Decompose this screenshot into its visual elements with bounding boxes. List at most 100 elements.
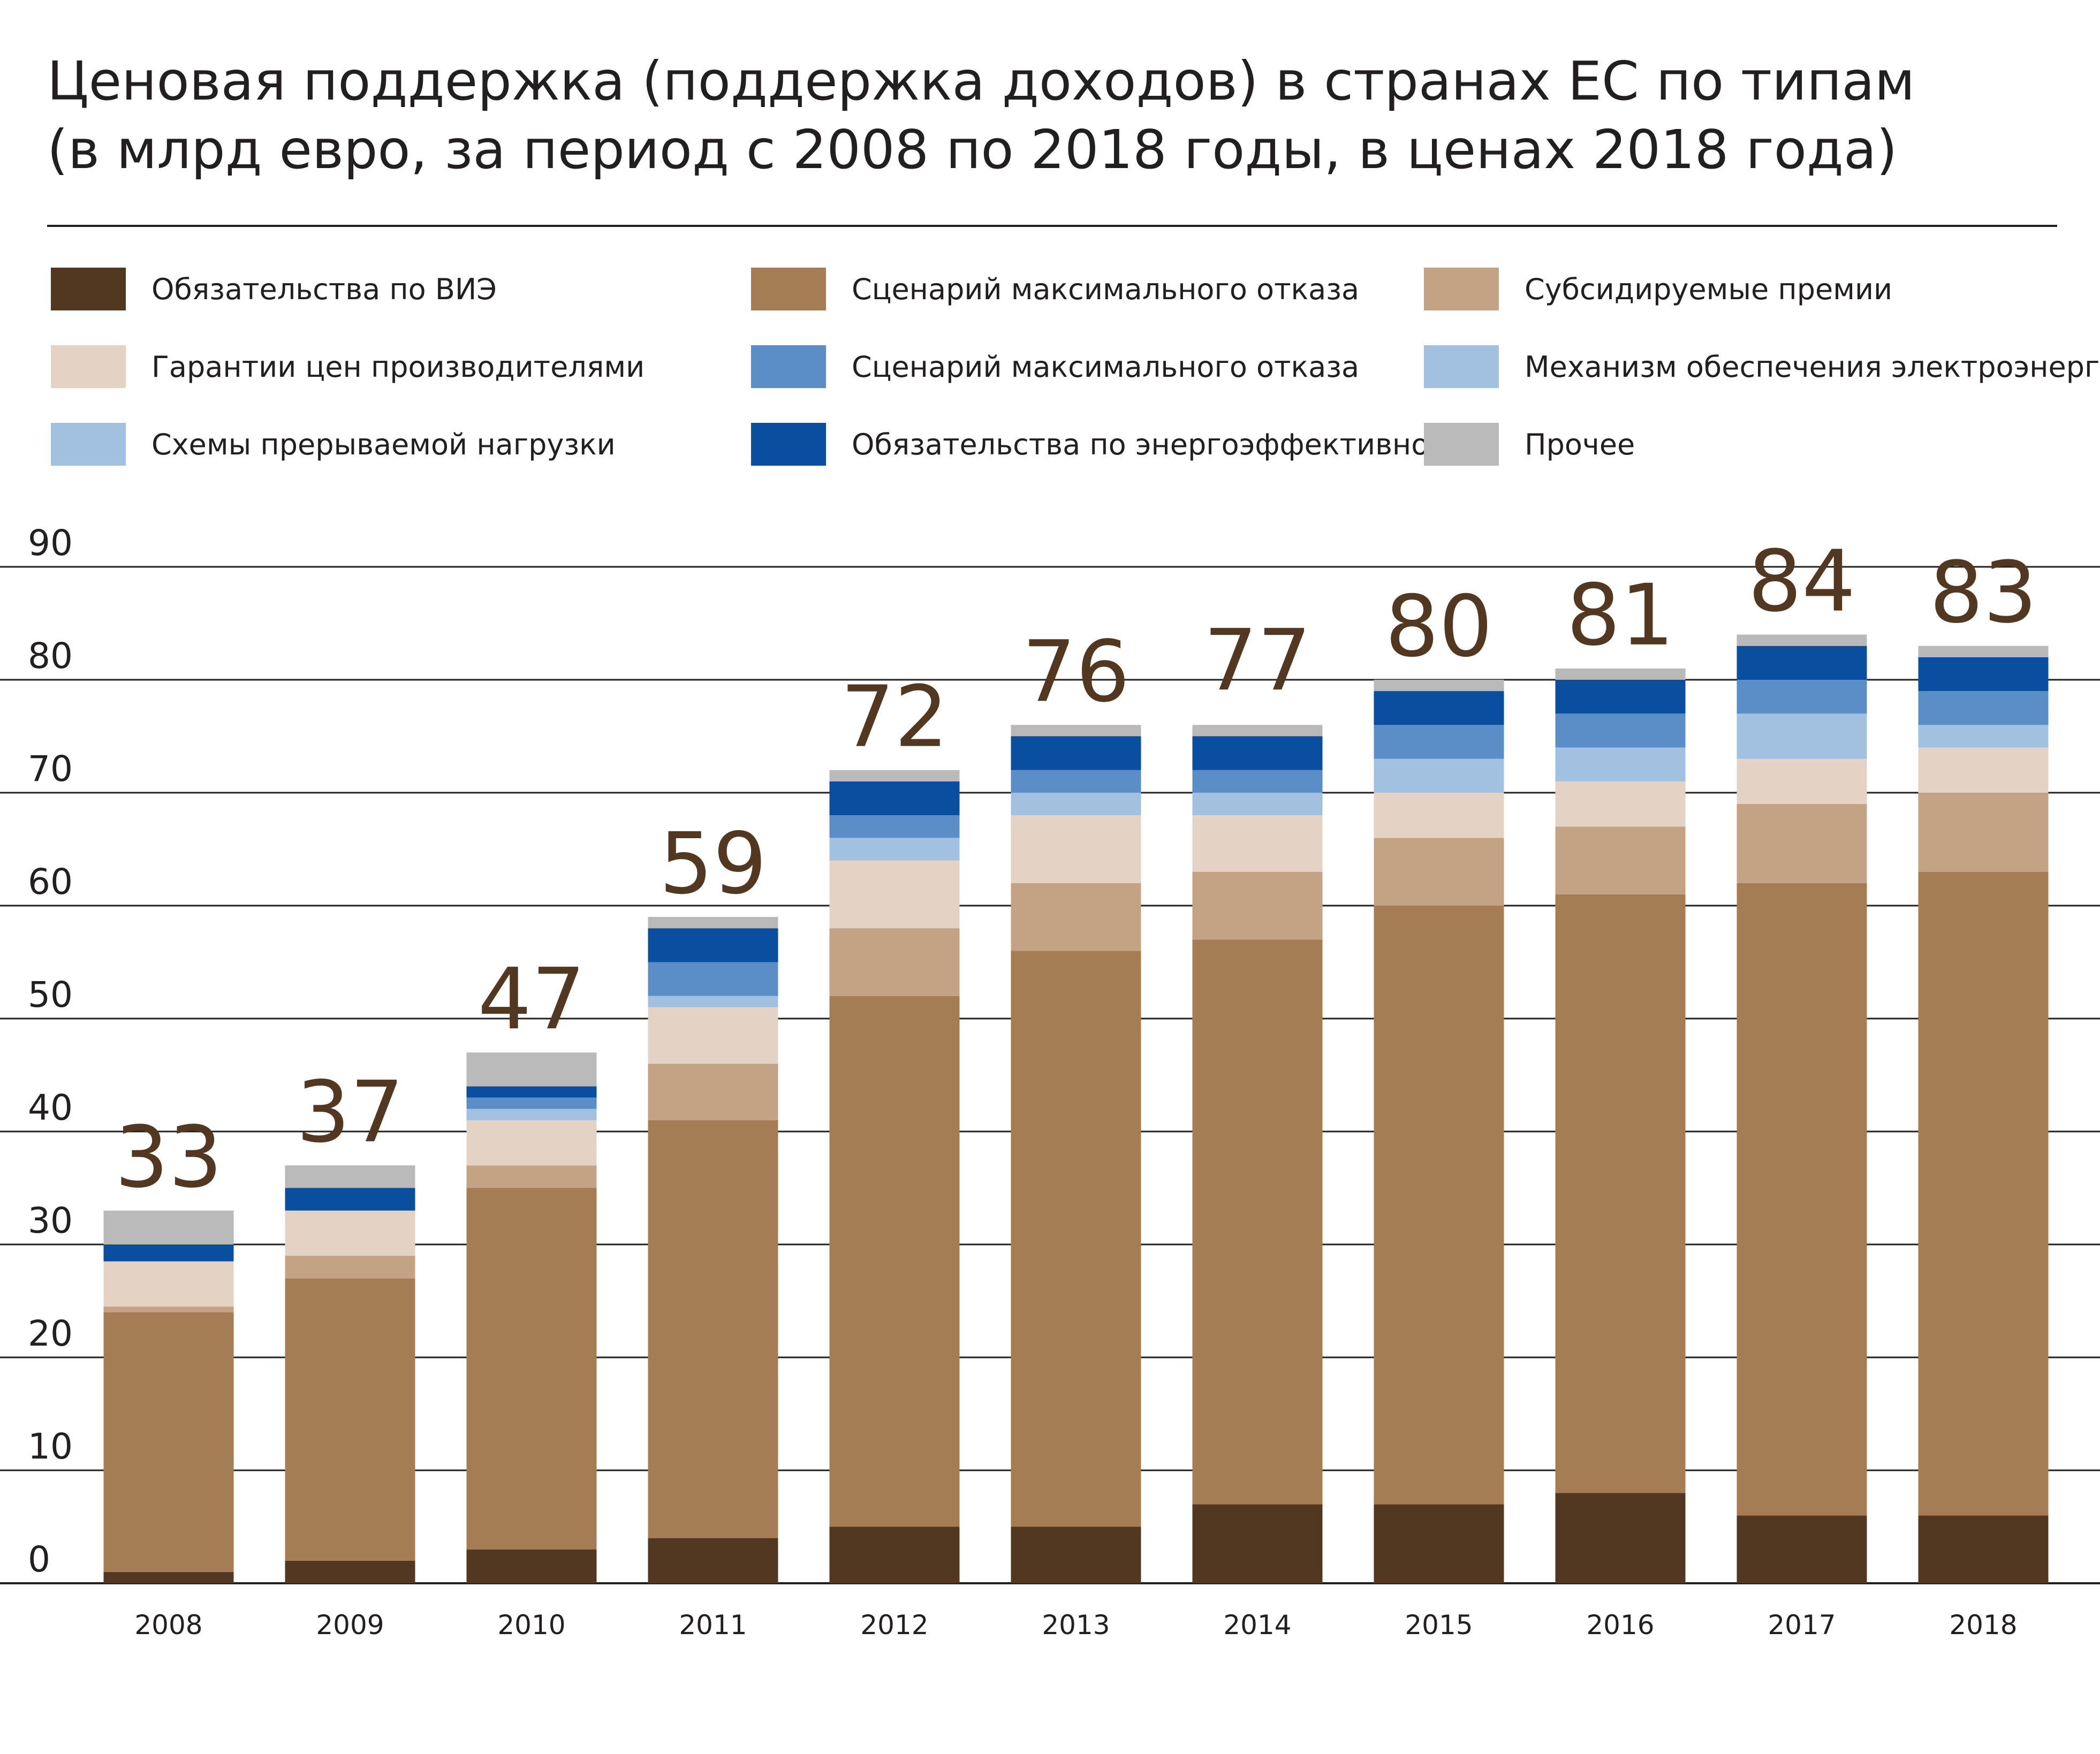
bar-segment — [1555, 781, 1686, 827]
bar-total-label: 59 — [659, 815, 767, 913]
bar-segment — [1555, 747, 1686, 781]
bar-segment — [466, 1108, 597, 1120]
bar-segment — [1011, 725, 1141, 736]
chart-title: Ценовая поддержка (поддержка доходов) в … — [47, 47, 1915, 184]
bar-segment — [1192, 939, 1323, 1505]
bar-segment — [1555, 680, 1686, 714]
legend-item: Субсидируемые премии — [1424, 268, 1892, 310]
y-tick-label: 80 — [28, 635, 73, 677]
legend-item: Сценарий максимального отказа — [751, 268, 1359, 310]
y-tick-label: 40 — [28, 1087, 73, 1128]
bar-segment — [1374, 1504, 1504, 1583]
legend-label: Прочее — [1525, 427, 1635, 461]
bar-segment — [285, 1210, 415, 1256]
bar-segment — [1555, 826, 1686, 894]
bar-segment — [829, 928, 960, 996]
bar-segment — [1374, 906, 1504, 1505]
bar-segment — [1918, 646, 2049, 657]
bar-segment — [1011, 815, 1141, 883]
bar-segment — [1374, 725, 1504, 759]
legend-swatch — [751, 423, 826, 466]
legend-swatch — [1424, 345, 1499, 388]
bar-segment — [1374, 758, 1504, 793]
bar-segment — [1737, 634, 1867, 646]
bar-segment — [1555, 894, 1686, 1493]
bar-segment — [829, 996, 960, 1527]
bar-segment — [648, 917, 778, 929]
bar-segment — [1737, 804, 1867, 883]
legend-label: Сценарий максимального отказа — [852, 350, 1360, 384]
y-tick-label: 60 — [28, 861, 73, 902]
x-tick-label: 2017 — [1768, 1609, 1836, 1641]
x-tick-label: 2015 — [1405, 1609, 1473, 1641]
chart-legend: Обязательства по ВИЭ Сценарий максимально… — [51, 268, 2100, 492]
bar-segment — [1737, 883, 1867, 1516]
bar-segment — [1011, 770, 1141, 793]
y-tick-label: 50 — [28, 974, 73, 1015]
title-divider — [47, 225, 2057, 227]
bar-segment — [103, 1307, 234, 1312]
bar-segment — [103, 1244, 234, 1262]
bar-segment — [1737, 680, 1867, 714]
y-tick-label: 0 — [28, 1539, 50, 1580]
bar-segment — [1918, 793, 2049, 872]
bar-segment — [103, 1312, 234, 1572]
legend-item: Схемы прерываемой нагрузки — [51, 423, 616, 466]
bar-segment — [1737, 646, 1867, 680]
bar-segment — [1918, 871, 2049, 1516]
bar-segment — [648, 1007, 778, 1064]
bar-segment — [103, 1261, 234, 1307]
bar-segment — [466, 1097, 597, 1109]
bar-segment — [829, 770, 960, 781]
bar-segment — [103, 1571, 234, 1583]
bar-total-label: 33 — [115, 1108, 222, 1207]
bar-segment — [1011, 883, 1141, 951]
bar-segment — [285, 1165, 415, 1188]
legend-item: Обязательства по ВИЭ — [51, 268, 497, 310]
bar-segment — [466, 1549, 597, 1583]
bar-segment — [285, 1256, 415, 1279]
bar-segment — [1555, 1493, 1686, 1583]
y-tick-label: 90 — [28, 522, 73, 564]
legend-item: Обязательства по энергоэффективности — [751, 423, 1480, 466]
x-tick-label: 2014 — [1223, 1609, 1291, 1641]
legend-label: Обязательства по ВИЭ — [151, 272, 497, 306]
bar-segment — [1192, 725, 1323, 736]
y-tick-label: 10 — [28, 1426, 73, 1467]
bar-total-label: 76 — [1022, 622, 1129, 721]
bar-total-label: 81 — [1566, 566, 1674, 665]
bar-segment — [1192, 736, 1323, 770]
x-tick-label: 2016 — [1586, 1609, 1654, 1641]
bar-segment — [285, 1560, 415, 1583]
legend-label: Схемы прерываемой нагрузки — [151, 427, 616, 461]
bar-segment — [1737, 713, 1867, 759]
legend-label: Гарантии цен производителями — [151, 350, 645, 384]
bar-segment — [1555, 668, 1686, 680]
bar-total-label: 80 — [1385, 578, 1492, 676]
legend-swatch — [51, 268, 126, 310]
x-tick-label: 2011 — [679, 1609, 747, 1641]
bar-segment — [1374, 680, 1504, 692]
legend-label: Субсидируемые премии — [1525, 272, 1893, 306]
legend-label: Сценарий максимального отказа — [852, 272, 1360, 306]
bar-segment — [285, 1278, 415, 1561]
bar-segment — [1192, 1504, 1323, 1583]
x-tick-label: 2008 — [134, 1609, 202, 1641]
bar-segment — [1918, 657, 2049, 692]
x-tick-label: 2012 — [860, 1609, 928, 1641]
x-tick-label: 2009 — [316, 1609, 384, 1641]
legend-swatch — [751, 268, 826, 310]
bar-total-label: 77 — [1203, 611, 1311, 710]
bar-total-label: 72 — [840, 668, 948, 766]
bar-segment — [1192, 815, 1323, 872]
bar-segment — [1918, 1515, 2049, 1583]
x-tick-label: 2013 — [1042, 1609, 1110, 1641]
bar-segment — [1918, 691, 2049, 725]
bar-segment — [648, 962, 778, 996]
bar-segment — [1011, 736, 1141, 770]
bar-segment — [466, 1120, 597, 1166]
legend-item: Прочее — [1424, 423, 1635, 466]
bar-segment — [285, 1188, 415, 1211]
bar-segment — [1918, 747, 2049, 793]
bar-segment — [466, 1086, 597, 1098]
